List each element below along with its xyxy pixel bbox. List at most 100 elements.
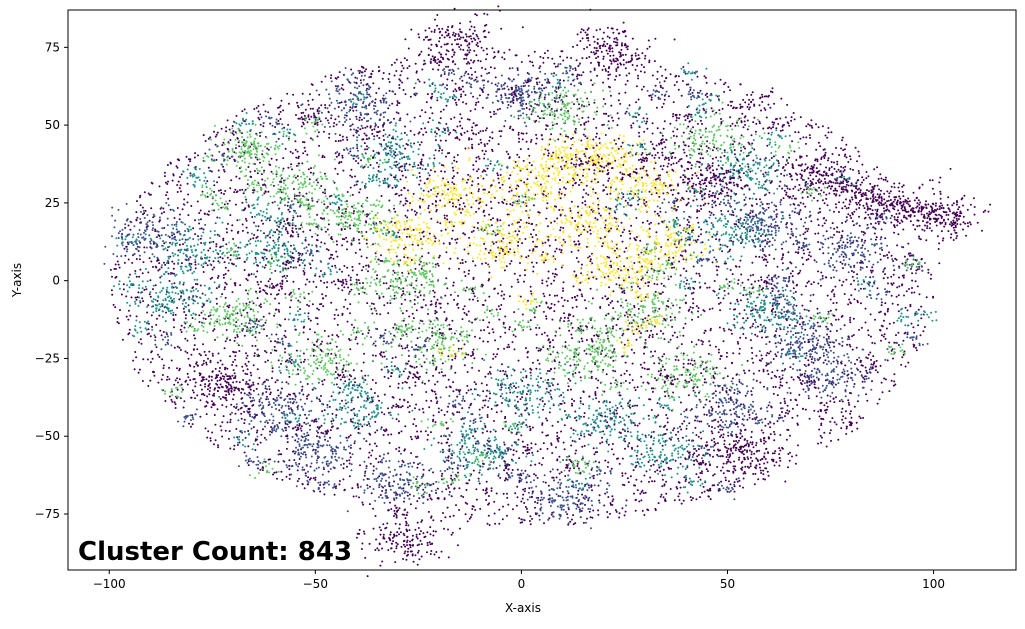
data-point: [654, 309, 657, 312]
data-point: [197, 154, 199, 157]
data-point: [625, 369, 628, 372]
data-point: [376, 429, 379, 432]
data-point: [807, 341, 810, 344]
data-point: [862, 416, 865, 419]
data-point: [398, 507, 401, 510]
data-point: [571, 404, 574, 407]
data-point: [207, 315, 210, 318]
data-point: [137, 341, 140, 344]
data-point: [807, 123, 810, 126]
data-point: [501, 518, 504, 521]
data-point: [366, 196, 369, 199]
data-point: [291, 152, 294, 155]
data-point: [513, 311, 516, 314]
data-point: [381, 490, 384, 492]
data-point: [680, 428, 683, 431]
data-point: [799, 116, 802, 119]
data-point: [575, 59, 578, 62]
data-point: [836, 226, 839, 229]
data-point: [837, 438, 840, 441]
data-point: [212, 240, 215, 243]
data-point: [703, 378, 706, 381]
data-point: [897, 344, 900, 346]
data-point: [589, 232, 592, 235]
data-point: [618, 516, 621, 519]
data-point: [538, 304, 541, 307]
data-point: [219, 256, 222, 259]
data-point: [198, 222, 201, 225]
data-point: [774, 334, 777, 337]
data-point: [366, 424, 369, 427]
data-point: [434, 421, 437, 424]
data-point: [236, 219, 239, 222]
data-point: [776, 369, 779, 372]
data-point: [688, 380, 691, 383]
data-point: [677, 88, 680, 91]
data-point: [486, 522, 489, 525]
data-point: [298, 458, 301, 460]
data-point: [596, 154, 599, 157]
data-point: [455, 90, 458, 92]
data-point: [309, 107, 312, 110]
data-point: [231, 291, 234, 294]
data-point: [403, 256, 406, 259]
data-point: [581, 340, 584, 343]
data-point: [522, 488, 525, 491]
data-point: [425, 131, 428, 134]
data-point: [244, 188, 247, 191]
data-point: [412, 228, 415, 231]
data-point: [262, 257, 265, 260]
data-point: [375, 92, 378, 94]
data-point: [327, 249, 330, 252]
data-point: [617, 99, 620, 102]
data-point: [562, 238, 565, 241]
data-point: [729, 302, 732, 305]
data-point: [546, 381, 549, 384]
data-point: [863, 378, 866, 381]
data-point: [610, 104, 613, 107]
data-point: [569, 379, 572, 382]
data-point: [525, 103, 528, 105]
data-point: [730, 104, 733, 107]
data-point: [842, 149, 845, 152]
data-point: [417, 463, 420, 466]
data-point: [802, 136, 805, 139]
data-point: [361, 269, 364, 272]
data-point: [222, 274, 225, 276]
data-point: [202, 266, 205, 268]
data-point: [365, 440, 368, 443]
data-point: [349, 174, 352, 177]
data-point: [387, 452, 390, 455]
data-point: [689, 362, 692, 365]
data-point: [532, 228, 535, 231]
data-point: [316, 234, 319, 237]
data-point: [578, 103, 580, 106]
data-point: [219, 367, 221, 369]
data-point: [463, 400, 466, 402]
data-point: [684, 119, 687, 122]
data-point: [311, 259, 314, 262]
data-point: [522, 493, 525, 496]
data-point: [542, 193, 545, 196]
data-point: [665, 480, 668, 483]
data-point: [433, 235, 436, 238]
data-point: [861, 244, 864, 247]
data-point: [457, 199, 460, 202]
data-point: [748, 143, 751, 145]
data-point: [269, 340, 272, 343]
data-point: [523, 280, 525, 283]
data-point: [784, 415, 786, 418]
data-point: [402, 292, 405, 295]
data-point: [603, 504, 606, 507]
data-point: [516, 221, 519, 224]
data-point: [803, 308, 806, 311]
data-point: [495, 492, 498, 495]
data-point: [740, 403, 742, 406]
data-point: [401, 174, 404, 177]
data-point: [410, 438, 413, 441]
data-point: [398, 87, 401, 89]
data-point: [341, 312, 344, 315]
data-point: [412, 192, 415, 195]
data-point: [265, 378, 268, 381]
data-point: [358, 496, 360, 499]
